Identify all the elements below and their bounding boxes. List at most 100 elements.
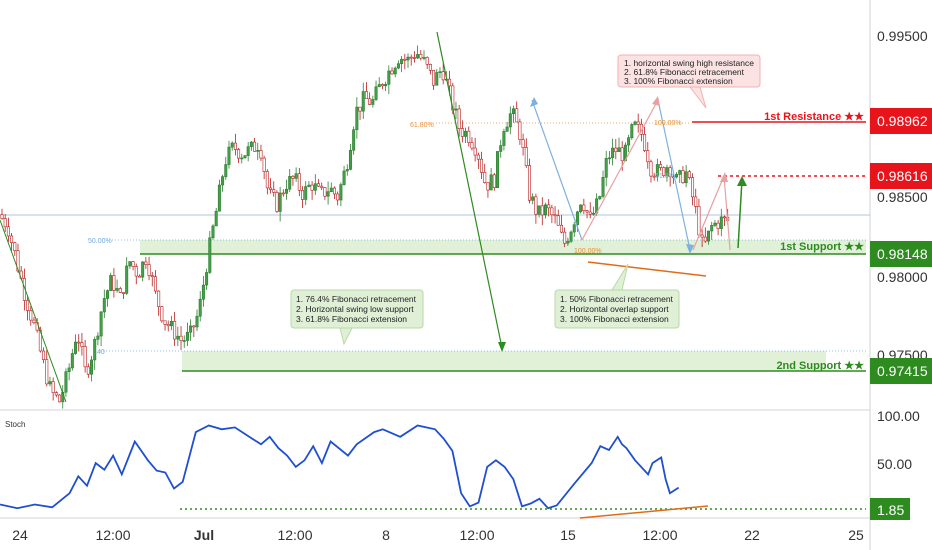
- candle-body: [563, 231, 567, 244]
- candle-body: [96, 335, 100, 340]
- candle-body: [269, 187, 273, 190]
- candle-body: [221, 176, 225, 186]
- candle-body: [521, 139, 525, 148]
- candle-body: [502, 131, 506, 146]
- candle-body: [118, 288, 122, 293]
- candle-body: [719, 216, 723, 229]
- second-support-zone: [182, 351, 826, 371]
- candle-body: [470, 142, 474, 149]
- candle-body: [288, 176, 292, 190]
- candle-body: [393, 67, 397, 75]
- candle-body: [329, 187, 333, 192]
- candle-body: [419, 54, 423, 59]
- time-tick-2: Jul: [194, 527, 214, 543]
- candle-body: [169, 321, 173, 327]
- candle-body: [377, 84, 381, 88]
- candle-body: [42, 350, 46, 360]
- candle-body: [543, 204, 547, 216]
- swing-arrow-down-big: [436, 31, 503, 349]
- candle-body: [112, 275, 116, 291]
- candle-body: [515, 108, 519, 123]
- candle-body: [205, 272, 209, 286]
- first-support-note-line-2: 2. Horizontal overlap support: [560, 304, 669, 314]
- candle-body: [326, 191, 330, 197]
- candle-body: [67, 367, 71, 373]
- candle-body: [496, 151, 500, 189]
- candle-body: [157, 290, 161, 307]
- time-axis: 24 12:00 Jul 12:00 8 12:00 15 12:00 22 2…: [12, 527, 864, 543]
- candle-body: [332, 187, 336, 195]
- candle-body: [380, 84, 384, 87]
- candle-body: [643, 133, 647, 151]
- candle-body: [681, 170, 685, 184]
- candle-body: [339, 184, 343, 201]
- time-tick-0: 24: [12, 527, 28, 543]
- candle-body: [355, 106, 359, 131]
- svg-text:1.85: 1.85: [877, 502, 904, 518]
- resistance-note-line-2: 2. 61.8% Fibonacci retracement: [624, 67, 745, 77]
- price-tag-resistance: 0.98962: [870, 108, 932, 134]
- first-support-trendline: [587, 261, 707, 277]
- candle-body: [553, 214, 557, 217]
- price-tick-1: 0.98500: [877, 189, 928, 205]
- candle-body: [467, 130, 471, 143]
- candle-body: [320, 185, 324, 188]
- candle-body: [275, 192, 279, 212]
- candle-body: [524, 147, 528, 166]
- candle-body: [601, 177, 605, 197]
- candle-body: [26, 300, 30, 311]
- candle-body: [646, 150, 650, 163]
- candle-body: [556, 215, 560, 226]
- first-support-label: 1st Support ★★: [780, 241, 864, 253]
- candle-body: [109, 275, 113, 291]
- candle-body: [80, 342, 84, 347]
- candle-body: [240, 157, 244, 160]
- candle-body: [575, 211, 579, 226]
- candle-body: [588, 211, 592, 215]
- fib-label-76: .40: [95, 349, 105, 356]
- candle-body: [348, 149, 352, 170]
- second-support-note-line-3: 3. 61.8% Fibonacci extension: [296, 314, 407, 324]
- candle-body: [185, 331, 189, 341]
- candle-body: [675, 174, 679, 178]
- candle-body: [390, 70, 394, 75]
- candle-body: [620, 147, 624, 162]
- candle-body: [121, 292, 125, 294]
- candle-body: [198, 298, 202, 317]
- candle-body: [83, 346, 87, 368]
- candle-body: [195, 315, 199, 328]
- candle-body: [480, 158, 484, 173]
- candle-body: [352, 129, 356, 151]
- candle-body: [272, 189, 276, 193]
- candle-body: [134, 266, 138, 277]
- candle-body: [713, 222, 717, 226]
- candle-body: [214, 210, 218, 227]
- candle-body: [217, 184, 221, 212]
- candle-body: [316, 183, 320, 187]
- candle-body: [441, 71, 445, 81]
- price-tag-dotted: 0.98616: [870, 163, 932, 189]
- resistance-note-line-1: 1. horizontal swing high resistance: [624, 58, 754, 68]
- candle-body: [425, 57, 429, 65]
- time-tick-9: 25: [848, 527, 864, 543]
- candle-body: [342, 170, 346, 185]
- candle-body: [591, 212, 595, 215]
- candle-body: [102, 298, 106, 313]
- candle-body: [54, 392, 58, 396]
- candle-body: [604, 157, 608, 178]
- candle-body: [684, 171, 688, 184]
- price-tick-2: 0.98000: [877, 269, 928, 285]
- candle-body: [77, 341, 81, 344]
- candle-body: [636, 121, 640, 125]
- candle-body: [105, 290, 109, 299]
- candle-body: [559, 224, 563, 233]
- time-tick-8: 22: [744, 527, 760, 543]
- candle-body: [409, 56, 413, 59]
- candle-body: [291, 176, 295, 179]
- stoch-divergence-line: [579, 505, 709, 519]
- candle-body: [364, 91, 368, 100]
- resistance-note-line-3: 3. 100% Fibonacci extension: [624, 76, 733, 86]
- panel-frame: [0, 0, 871, 550]
- candle-body: [70, 353, 74, 369]
- candle-body: [256, 150, 260, 152]
